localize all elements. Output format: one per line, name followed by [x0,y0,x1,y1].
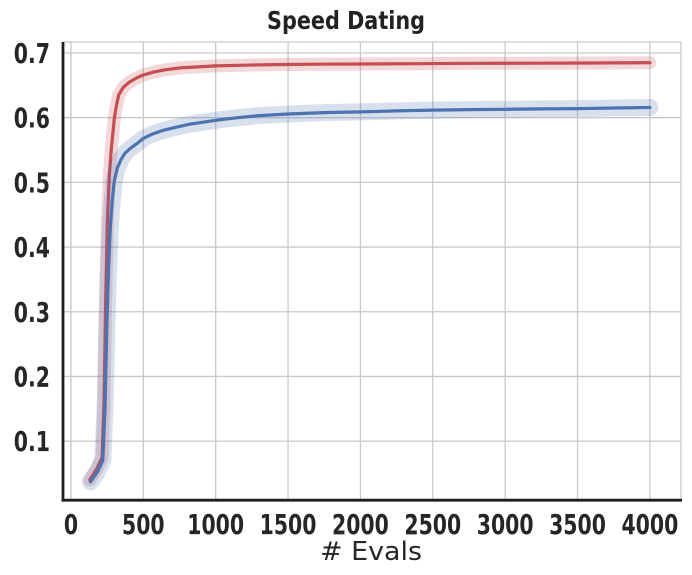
x-tick-label: 3500 [549,508,606,541]
x-axis-label: # Evals [320,537,422,567]
x-tick-label: 4000 [621,508,678,541]
y-tick-label: 0.4 [14,231,50,264]
x-tick-label: 0 [64,508,78,541]
x-tick-label: 1500 [260,508,317,541]
chart-title: Speed Dating [267,6,425,35]
y-tick-label: 0.5 [14,166,50,199]
x-tick-label: 1000 [187,508,244,541]
red-curve [88,61,652,482]
x-tick-label: 2500 [404,508,461,541]
axes-layer: 0 500 1000 1500 2000 2500 3000 3500 4000 0.1 0.2 0.… [14,37,682,541]
y-tick-label: 0.6 [14,102,50,135]
y-tick-label: 0.1 [14,425,50,458]
x-tick-label: 500 [122,508,165,541]
x-tick-label: 2000 [332,508,389,541]
x-tick-label: 3000 [477,508,534,541]
y-tick-label: 0.7 [14,37,50,70]
blue-curve [88,105,652,484]
y-tick-label: 0.3 [14,296,50,329]
y-tick-label: 0.2 [14,360,50,393]
